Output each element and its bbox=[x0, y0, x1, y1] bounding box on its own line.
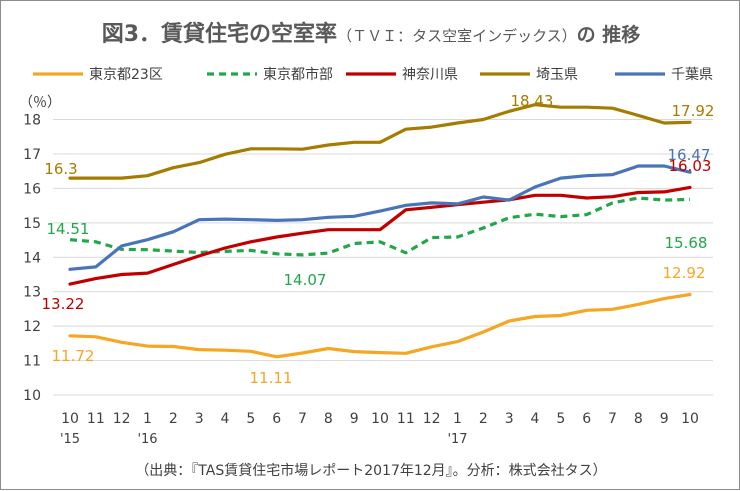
x-tick-label: 6 bbox=[272, 411, 281, 427]
source-note: （出典：『TAS賃貸住宅市場レポート2017年12月』。分析：株式会社タス） bbox=[135, 462, 606, 479]
data-label: 17.92 bbox=[672, 102, 715, 120]
y-axis-unit: （％） bbox=[19, 95, 61, 111]
data-label: 16.03 bbox=[669, 157, 712, 175]
data-label: 12.92 bbox=[663, 264, 706, 282]
legend: 東京都23区 東京都市部 神奈川県 埼玉県 千葉県 bbox=[33, 66, 713, 83]
data-label: 14.07 bbox=[284, 271, 327, 289]
x-year-label: '17 bbox=[447, 432, 467, 447]
chart-title-main: 図3．賃貸住宅の空室率 bbox=[102, 21, 337, 47]
y-tick-label: 17 bbox=[23, 147, 41, 163]
x-tick-label: 1 bbox=[143, 411, 152, 427]
series-lines bbox=[68, 103, 692, 359]
y-tick-label: 15 bbox=[23, 216, 41, 232]
x-tick-label: 8 bbox=[324, 411, 333, 427]
x-tick-label: 10 bbox=[371, 411, 389, 427]
x-tick-label: 2 bbox=[479, 411, 488, 427]
y-tick-label: 18 bbox=[23, 113, 41, 129]
data-label: 14.51 bbox=[47, 220, 90, 238]
chart-title-tail: の 推移 bbox=[577, 23, 641, 46]
x-tick-label: 3 bbox=[505, 411, 514, 427]
x-tick-label: 11 bbox=[397, 411, 415, 427]
legend-label-1: 東京都市部 bbox=[263, 66, 333, 83]
x-tick-label: 8 bbox=[634, 411, 643, 427]
series-line-2 bbox=[68, 185, 692, 286]
series-line-0 bbox=[68, 292, 692, 359]
series-line-1 bbox=[69, 196, 691, 257]
y-axis-ticks: 10 11 12 13 14 15 16 17 18 bbox=[23, 113, 41, 404]
x-tick-label: 4 bbox=[221, 411, 230, 427]
data-label: 13.22 bbox=[42, 295, 85, 313]
chart-title-sub: （ＴＶＩ：タス空室インデックス） bbox=[337, 27, 577, 45]
y-tick-label: 16 bbox=[23, 181, 41, 197]
x-tick-label: 1 bbox=[453, 411, 462, 427]
x-tick-label: 3 bbox=[195, 411, 204, 427]
gridlines bbox=[53, 119, 713, 396]
x-tick-label: 11 bbox=[87, 411, 105, 427]
series-line-3 bbox=[68, 103, 692, 180]
x-tick-label: 7 bbox=[608, 411, 617, 427]
legend-label-0: 東京都23区 bbox=[89, 67, 163, 83]
legend-label-2: 神奈川県 bbox=[402, 67, 458, 83]
data-label: 16.3 bbox=[44, 160, 77, 178]
x-tick-label: 9 bbox=[660, 411, 669, 427]
x-tick-label: 10 bbox=[61, 411, 79, 427]
x-tick-label: 9 bbox=[350, 411, 359, 427]
series-line-4 bbox=[68, 164, 692, 271]
chart-title: 図3．賃貸住宅の空室率（ＴＶＩ：タス空室インデックス）の 推移 bbox=[102, 21, 641, 47]
y-tick-label: 12 bbox=[23, 319, 41, 335]
x-tick-label: 12 bbox=[423, 411, 441, 427]
legend-label-4: 千葉県 bbox=[671, 67, 713, 83]
data-label: 15.68 bbox=[665, 234, 708, 252]
x-tick-label: 2 bbox=[169, 411, 178, 427]
data-label: 18.43 bbox=[511, 92, 554, 110]
legend-label-3: 埼玉県 bbox=[536, 67, 578, 83]
x-tick-label: 10 bbox=[681, 411, 699, 427]
x-year-label: '15 bbox=[60, 432, 80, 447]
x-tick-label: 7 bbox=[298, 411, 307, 427]
x-tick-label: 5 bbox=[556, 411, 565, 427]
x-year-label: '16 bbox=[137, 432, 157, 447]
x-tick-label: 5 bbox=[246, 411, 255, 427]
y-tick-label: 14 bbox=[23, 250, 41, 266]
x-tick-label: 4 bbox=[531, 411, 540, 427]
y-tick-label: 13 bbox=[23, 285, 41, 301]
x-tick-label: 12 bbox=[113, 411, 131, 427]
data-label: 11.11 bbox=[250, 369, 293, 387]
x-tick-label: 6 bbox=[582, 411, 591, 427]
data-label: 16.47 bbox=[668, 146, 711, 164]
x-axis-ticks: 10 11 12 1 2 3 4 5 6 7 8 9 10 11 12 1 2 3 4 5 6 7 8 9 10'15'16'1… bbox=[60, 411, 699, 447]
y-tick-label: 10 bbox=[23, 388, 41, 404]
data-label: 11.72 bbox=[52, 347, 95, 365]
y-tick-label: 11 bbox=[23, 354, 41, 370]
